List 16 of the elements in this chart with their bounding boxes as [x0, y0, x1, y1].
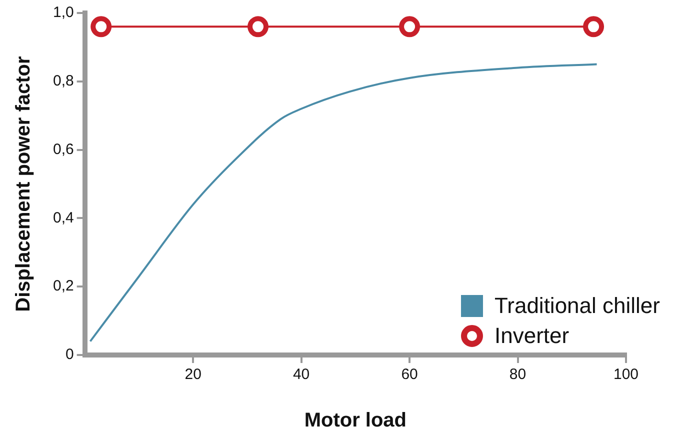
- y-tick-label: 1,0: [52, 4, 74, 22]
- line-series: [89, 63, 598, 342]
- legend-label: Inverter: [494, 323, 570, 349]
- y-tick-label: 0,8: [52, 72, 74, 90]
- y-axis-title: Displacement power factor: [12, 56, 35, 312]
- y-tick-label: 0,4: [52, 209, 74, 226]
- y-tick-label: 0,2: [52, 278, 74, 295]
- x-tick-label: 100: [613, 366, 639, 384]
- x-tick-label: 60: [401, 366, 418, 384]
- x-tick-label: 40: [292, 366, 310, 384]
- x-tick-label: 80: [509, 366, 526, 384]
- y-tick-label: 0: [66, 346, 74, 364]
- x-tick-label: 20: [184, 366, 202, 384]
- legend-label: Traditional chiller: [494, 293, 660, 319]
- x-axis-title: Motor load: [304, 410, 407, 432]
- y-tick-label: 0,6: [52, 140, 74, 158]
